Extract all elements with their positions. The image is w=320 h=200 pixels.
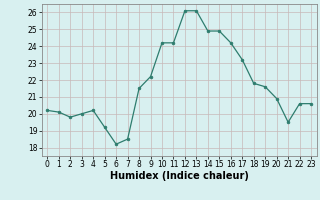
X-axis label: Humidex (Indice chaleur): Humidex (Indice chaleur) xyxy=(110,171,249,181)
